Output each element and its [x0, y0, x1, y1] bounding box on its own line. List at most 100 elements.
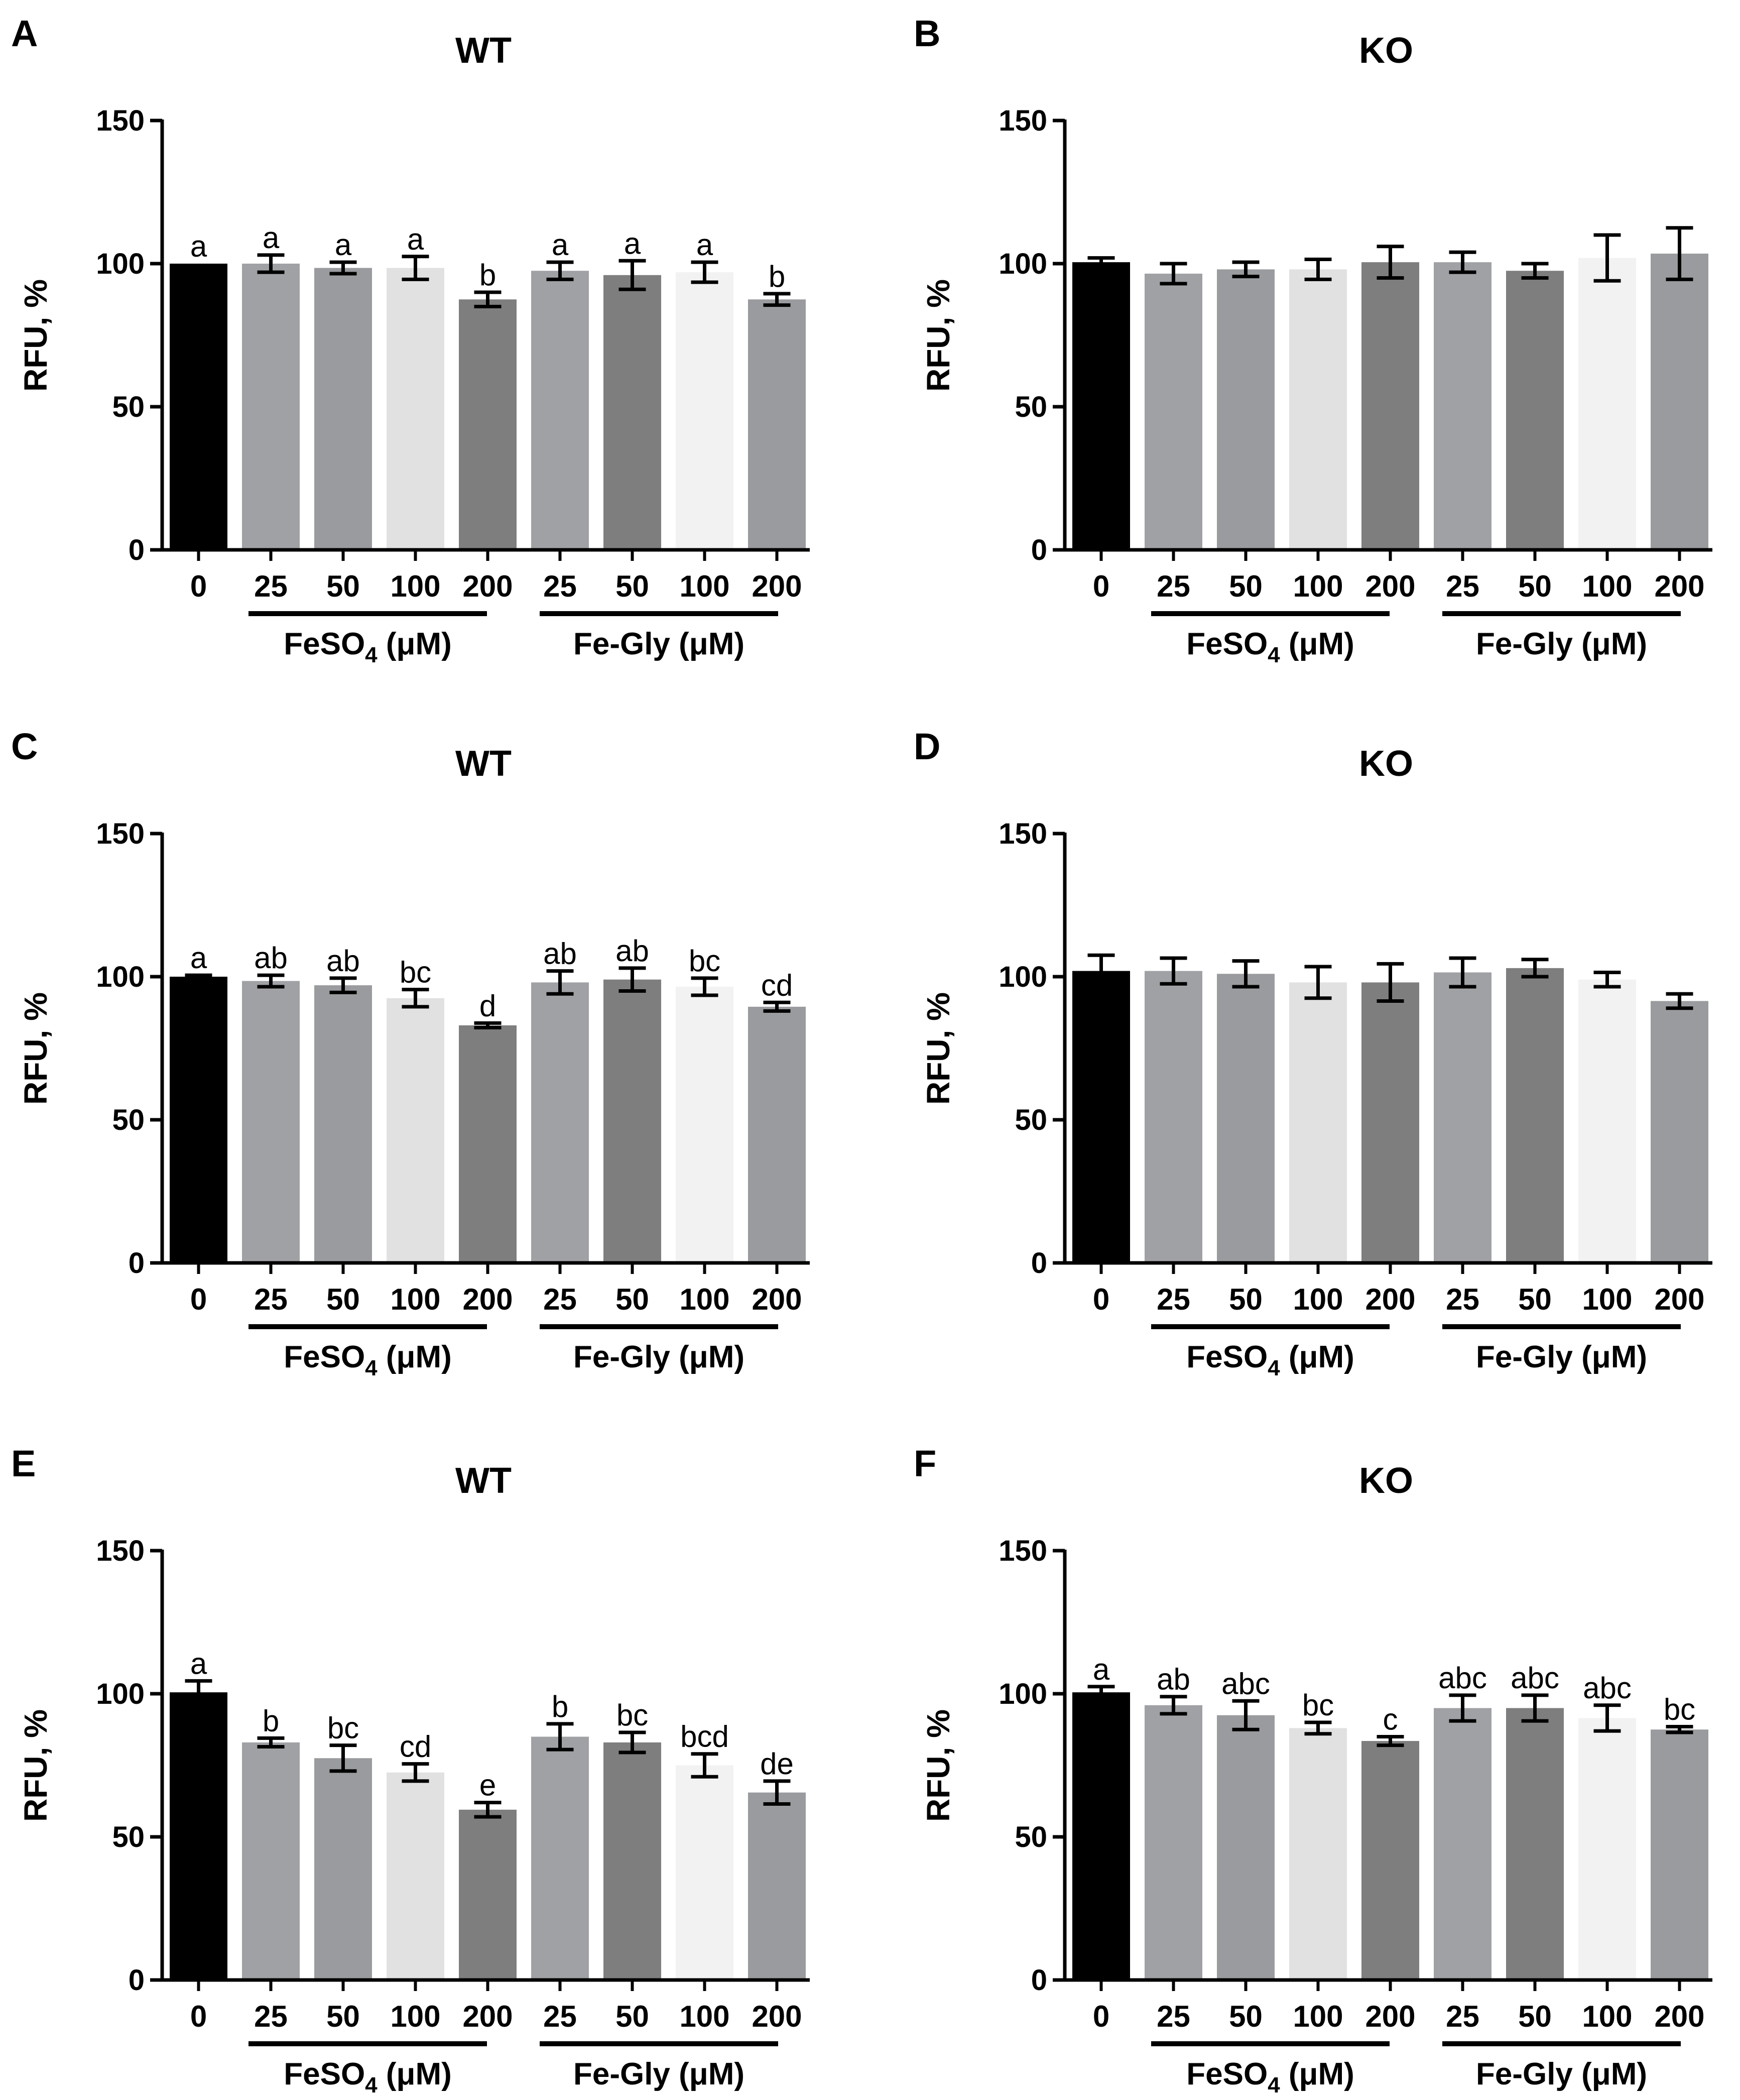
significance-label: bc	[327, 1711, 359, 1745]
bar	[1506, 271, 1564, 550]
x-tick-label: 25	[543, 2000, 577, 2033]
x-tick-label: 100	[679, 569, 729, 603]
x-tick-label: 200	[1654, 2000, 1704, 2033]
significance-label: b	[552, 1690, 568, 1723]
x-tick-label: 100	[679, 2000, 729, 2033]
x-tick-label: 0	[190, 569, 207, 603]
error-bar	[691, 1752, 718, 1779]
bar	[1072, 262, 1130, 550]
x-tick-label: 200	[1365, 2000, 1415, 2033]
bar	[603, 979, 661, 1263]
x-tick-label: 100	[1582, 2000, 1632, 2033]
bar	[242, 1742, 300, 1980]
error-bar	[763, 1779, 791, 1806]
y-axis-label: RFU, %	[18, 279, 54, 392]
bar	[1289, 1728, 1347, 1980]
panel-letter: F	[914, 1443, 936, 1484]
bar	[170, 977, 227, 1263]
y-tick-label: 0	[1031, 1247, 1047, 1279]
significance-label: bc	[400, 956, 431, 989]
bar	[1072, 971, 1130, 1263]
error-bar	[1087, 256, 1115, 269]
y-tick-label: 100	[999, 961, 1047, 993]
y-tick-label: 150	[96, 818, 145, 850]
y-axis-label: RFU, %	[920, 1709, 956, 1822]
bar	[1506, 1708, 1564, 1980]
x-tick-label: 25	[1157, 569, 1190, 603]
bar	[1578, 258, 1636, 550]
y-tick-label: 100	[999, 1678, 1047, 1710]
error-bar	[1666, 992, 1693, 1010]
error-bar	[1232, 260, 1260, 279]
bar	[1651, 254, 1708, 550]
bar	[748, 1792, 806, 1980]
y-axis-label: RFU, %	[18, 992, 54, 1105]
error-bar	[329, 1743, 357, 1773]
error-bar	[329, 976, 357, 994]
x-tick-label: 200	[1654, 1282, 1704, 1316]
y-tick-label: 50	[1015, 1821, 1047, 1853]
error-bar	[185, 973, 212, 980]
group-label: FeSO4 (μM)	[284, 2057, 452, 2097]
bar	[242, 981, 300, 1263]
bar	[1434, 1708, 1492, 1980]
bar	[603, 1742, 661, 1980]
bar	[676, 1765, 733, 1980]
x-tick-label: 50	[1518, 1282, 1552, 1316]
error-bar	[691, 260, 718, 284]
significance-label: abc	[1438, 1661, 1487, 1695]
panel-letter: D	[914, 726, 940, 767]
x-tick-label: 0	[1093, 1282, 1109, 1316]
y-tick-label: 0	[129, 1964, 145, 1997]
x-tick-label: 50	[615, 2000, 649, 2033]
x-tick-label: 200	[752, 1282, 802, 1316]
bar	[1217, 269, 1275, 550]
significance-label: ab	[1157, 1663, 1190, 1696]
x-tick-label: 0	[1093, 2000, 1109, 2033]
x-tick-label: 100	[390, 2000, 440, 2033]
panel-title: KO	[1359, 744, 1413, 784]
y-tick-label: 0	[129, 1247, 145, 1279]
significance-label: b	[263, 1704, 279, 1737]
significance-label: d	[479, 989, 496, 1022]
significance-label: c	[1383, 1703, 1398, 1736]
error-bar	[1304, 257, 1332, 281]
panel-letter: C	[11, 726, 38, 767]
bar	[1651, 1729, 1708, 1980]
group-label: FeSO4 (μM)	[284, 1340, 452, 1380]
x-tick-label: 25	[254, 1282, 288, 1316]
significance-label: abc	[1221, 1667, 1270, 1700]
x-tick-label: 200	[1365, 569, 1415, 603]
x-tick-label: 100	[1293, 2000, 1343, 2033]
x-tick-label: 25	[1446, 2000, 1479, 2033]
error-bar	[1593, 233, 1621, 283]
x-tick-label: 25	[543, 569, 577, 603]
y-tick-label: 50	[1015, 1104, 1047, 1136]
bar	[1289, 269, 1347, 550]
group-label: Fe-Gly (μM)	[1476, 627, 1647, 661]
bar	[170, 1692, 227, 1980]
significance-label: a	[407, 222, 424, 256]
x-tick-label: 0	[190, 1282, 207, 1316]
error-bar	[546, 1722, 574, 1752]
bar	[603, 275, 661, 550]
significance-label: b	[769, 260, 785, 293]
significance-label: bc	[1664, 1693, 1695, 1726]
bar	[1651, 1001, 1708, 1263]
error-bar	[1160, 262, 1187, 286]
x-tick-label: 50	[1229, 569, 1263, 603]
bar	[1361, 262, 1419, 550]
x-tick-label: 200	[1654, 569, 1704, 603]
error-bar	[618, 259, 646, 291]
group-label: FeSO4 (μM)	[1186, 627, 1354, 667]
error-bar	[1377, 245, 1404, 280]
significance-label: bc	[689, 944, 720, 978]
x-tick-label: 200	[752, 569, 802, 603]
error-bar	[618, 966, 646, 993]
x-tick-label: 50	[1229, 2000, 1263, 2033]
error-bar	[1521, 958, 1549, 979]
significance-label: ab	[615, 934, 649, 968]
panel-letter: A	[11, 13, 38, 54]
error-bar	[1304, 1720, 1332, 1736]
